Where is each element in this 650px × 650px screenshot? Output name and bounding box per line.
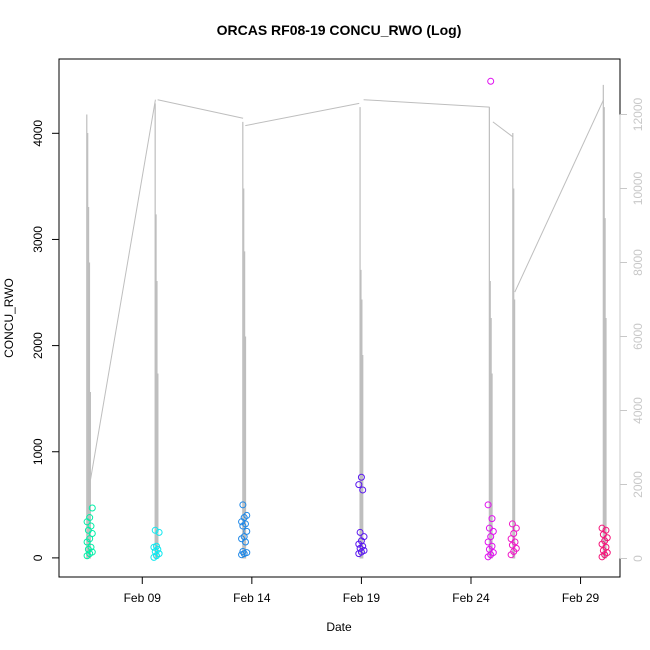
data-point: [357, 473, 365, 481]
x-tick-label: Feb 19: [343, 591, 381, 605]
data-point: [87, 522, 95, 530]
altitude-segment-4: [488, 107, 493, 559]
altitude-connection-2: [245, 102, 360, 127]
data-point: [602, 526, 610, 534]
altitude-segment-6: [602, 84, 607, 559]
y-tick-label: 4000: [31, 120, 45, 147]
data-point: [488, 515, 496, 523]
series-RF08: [83, 504, 96, 560]
y-tick-label: 3000: [31, 226, 45, 253]
y-tick-label: 2000: [31, 332, 45, 359]
x-axis-label: Date: [326, 620, 352, 634]
y2-tick-label: 10000: [631, 171, 645, 205]
data-point: [487, 77, 495, 85]
altitude-segment-0: [86, 114, 91, 559]
data-point: [241, 520, 249, 528]
y2-tick-label: 12000: [631, 97, 645, 131]
data-point: [243, 527, 251, 535]
y-tick-label: 0: [31, 554, 45, 561]
y2-tick-label: 2000: [631, 471, 645, 498]
y2-tick-label: 4000: [631, 397, 645, 424]
y2-tick-label: 0: [631, 555, 645, 562]
y2-tick-label: 8000: [631, 249, 645, 276]
data-point: [88, 504, 96, 512]
data-points: [83, 77, 611, 561]
series-RF10: [238, 501, 251, 559]
y2-axis: 0 2000 4000 6000 8000 10000 12000: [619, 97, 645, 562]
x-tick-label: Feb 24: [452, 591, 490, 605]
y-tick-label: 1000: [31, 438, 45, 465]
data-point: [359, 486, 367, 494]
data-point: [153, 542, 161, 550]
data-point: [243, 511, 251, 519]
chart-title: ORCAS RF08-19 CONCU_RWO (Log): [217, 22, 462, 38]
y-axis: 0 1000 2000 3000 4000: [31, 120, 60, 561]
data-point: [360, 546, 368, 554]
altitude-track: [86, 84, 607, 559]
x-axis: Feb 09 Feb 14 Feb 19 Feb 24 Feb 29: [124, 576, 600, 605]
data-point: [512, 524, 520, 532]
x-tick-label: Feb 09: [124, 591, 162, 605]
data-point: [598, 524, 606, 532]
series-RF13: [507, 520, 520, 559]
x-tick-label: Feb 29: [562, 591, 600, 605]
data-point: [508, 520, 516, 528]
data-point: [355, 481, 363, 489]
data-point: [360, 533, 368, 541]
data-point: [87, 543, 95, 551]
altitude-connection-5: [514, 99, 605, 293]
series-RF11: [355, 473, 368, 558]
series-RF12: [484, 77, 497, 561]
plot-frame: [58, 58, 621, 578]
series-RF09: [150, 526, 163, 561]
data-point: [151, 526, 159, 534]
altitude-connection-1: [157, 99, 244, 119]
altitude-connection-4: [492, 121, 513, 138]
data-point: [488, 542, 496, 550]
data-point: [154, 545, 162, 553]
data-point: [155, 550, 163, 558]
data-point: [243, 549, 251, 557]
altitude-segment-5: [512, 133, 516, 559]
altitude-segment-2: [242, 121, 247, 559]
data-point: [239, 501, 247, 509]
series-RF14: [598, 524, 611, 561]
altitude-segment-1: [154, 103, 159, 559]
data-point: [484, 501, 492, 509]
x-tick-label: Feb 14: [233, 591, 271, 605]
data-point: [239, 548, 247, 556]
data-point: [485, 524, 493, 532]
altitude-segment-3: [359, 107, 364, 559]
data-point: [86, 514, 94, 522]
altitude-connection-3: [363, 99, 490, 108]
data-point: [356, 528, 364, 536]
data-point: [155, 528, 163, 536]
altitude-connection-0: [89, 99, 156, 485]
y-axis-label: CONCU_RWO: [2, 278, 16, 358]
y2-tick-label: 6000: [631, 323, 645, 350]
